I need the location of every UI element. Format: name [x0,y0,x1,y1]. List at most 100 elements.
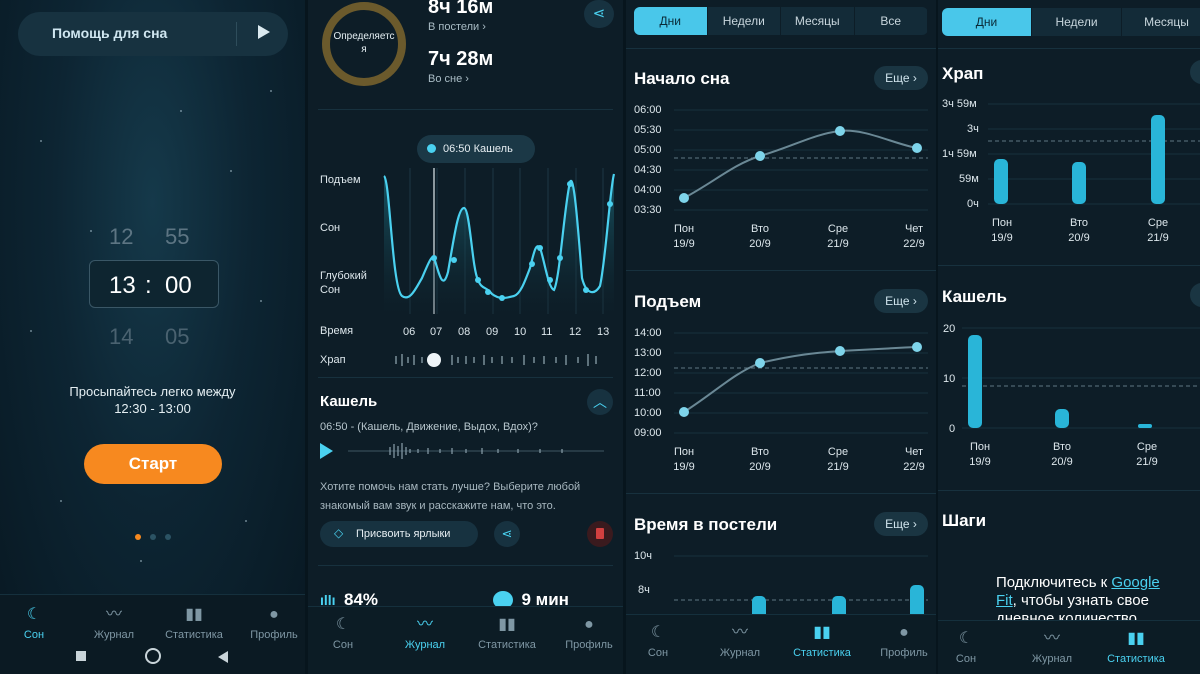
y-tick: 0ч [967,198,979,210]
bar-chart-icon: ▮▮ [185,606,203,623]
android-recents-icon[interactable] [76,651,86,661]
tab-weeks[interactable]: Недели [708,7,781,35]
wakeup-more-button[interactable]: Еще › [874,289,928,313]
share-button[interactable]: ⋖ [584,0,614,28]
x-day: Чет 22/9 [903,223,925,250]
help-text-line-1: Хотите помочь нам стать лучше? Выберите … [320,481,581,493]
wake-line-1: Просыпайтесь легко между [69,384,236,399]
y-tick: 10 [943,373,956,385]
hour-next: 14 [109,324,134,349]
divider [626,493,936,494]
y-label-deep-2: Сон [320,284,341,296]
time-wheel[interactable]: 12 55 13 : 00 14 05 [85,220,225,350]
y-tick: 14:00 [634,327,662,339]
in-bed-label[interactable]: В постели › [428,21,486,33]
nav-stats[interactable]: ▮▮ Статистика [782,623,862,659]
nav-journal[interactable]: 〰 Журнал [1012,629,1092,665]
help-text: Хотите помочь нам стать лучше? Выберите … [320,478,612,516]
pulse-icon: 〰 [1043,630,1060,647]
event-marker-chip[interactable]: 06:50 Кашель [417,135,535,163]
y-tick: 1ч 59м [942,148,977,160]
assign-labels-label: Присвоить ярлыки [356,528,451,540]
divider [318,109,613,110]
divider [318,377,613,378]
nav-journal[interactable]: 〰 Журнал [74,605,154,641]
in-bed-value: 8ч 16м [428,0,494,18]
share-sound-button[interactable]: ⋖ [494,521,520,547]
tab-months[interactable]: Месяцы [781,7,855,35]
tab-weeks[interactable]: Недели [1032,8,1122,36]
stat-quality: ıllı 84% [320,590,378,610]
tab-days[interactable]: Дни [942,8,1032,36]
wake-window-text: Просыпайтесь легко между 12:30 - 13:00 [0,383,305,417]
y-tick: 05:30 [634,124,662,136]
y-tick: 0 [949,423,956,435]
time-tick-11: 11 [541,326,553,338]
nav-sleep[interactable]: ☾ Сон [626,623,698,659]
tab-all[interactable]: Все [855,7,928,35]
cough-section-title: Кашель [320,393,378,410]
x-day: Чет 22/9 [903,446,925,473]
tab-days[interactable]: Дни [634,7,708,35]
asleep-label[interactable]: Во сне › [428,73,469,85]
nav-profile[interactable]: ● Профиль [864,623,936,659]
time-tick-13: 13 [597,326,610,338]
minute-selected[interactable]: 00 [165,272,192,299]
steps-title: Шаги [942,511,987,530]
nav-stats[interactable]: ▮▮ Статистика [1096,629,1176,665]
tab-months[interactable]: Месяцы [1122,8,1200,36]
nav-journal[interactable]: 〰 Журнал [700,623,780,659]
y-tick: 06:00 [634,104,662,116]
moon-icon: ☾ [650,624,666,641]
chevron-up-icon: ︿ [593,394,607,410]
nav-stats[interactable]: ▮▮ Статистика [154,605,234,641]
y-tick: 03:30 [634,204,662,216]
collapse-button[interactable]: ︿ [587,389,613,415]
nav-sleep[interactable]: ☾ Сон [0,605,74,641]
time-in-bed-more-button[interactable]: Еще › [874,512,928,536]
snore-more-button[interactable] [1190,60,1200,84]
assign-labels-button[interactable]: ◇ Присвоить ярлыки [320,521,478,547]
time-separator: : [145,272,152,299]
y-tick: 59м [959,173,979,185]
bar-chart-icon: ▮▮ [498,616,516,633]
start-button[interactable]: Старт [84,444,222,484]
nav-sleep[interactable]: ☾ Сон [308,615,383,651]
google-fit-link-2[interactable]: Fit [996,592,1013,609]
nav-profile[interactable]: ● Профиль [234,605,305,641]
share-icon: ⋖ [592,5,606,22]
cough-more-button[interactable] [1190,283,1200,307]
cough-detail: 06:50 - (Кашель, Движение, Выдох, Вдох)? [320,421,538,433]
play-icon[interactable] [320,443,333,459]
period-tabs: Дни Недели Месяцы [942,8,1200,36]
stat-latency: 9 мин [493,590,569,610]
snore-bars [988,103,1200,205]
person-icon: ● [899,624,909,641]
android-back-icon[interactable] [218,651,228,663]
divider [626,270,936,271]
pulse-icon: 〰 [416,616,433,633]
bedtime-line-svg [674,109,928,211]
nav-sleep[interactable]: ☾ Сон [938,629,1006,665]
nav-journal[interactable]: 〰 Журнал [385,615,465,651]
x-day: Сре 21/9 [1136,441,1158,468]
sleep-help-bar[interactable]: Помощь для сна [18,12,288,56]
time-selected-box [89,260,219,308]
y-tick: 3ч [967,123,979,135]
play-icon[interactable] [258,25,270,39]
nav-profile[interactable]: ● Профиль [549,615,623,651]
divider [236,22,237,46]
cough-audio-waveform [348,443,604,459]
nav-stats[interactable]: ▮▮ Статистика [467,615,547,651]
moon-icon: ☾ [958,630,974,647]
minute-prev: 55 [165,224,190,249]
pulse-icon: 〰 [731,624,748,641]
android-home-icon[interactable] [145,648,161,664]
delete-button[interactable] [587,521,613,547]
bedtime-more-button[interactable]: Еще › [874,66,928,90]
google-fit-link[interactable]: Google [1111,574,1160,591]
help-text-line-2: знакомый вам звук и расскажите нам, что … [320,500,556,512]
person-icon: ● [269,606,279,623]
hour-selected[interactable]: 13 [109,272,136,299]
snore-waveform [395,353,597,367]
